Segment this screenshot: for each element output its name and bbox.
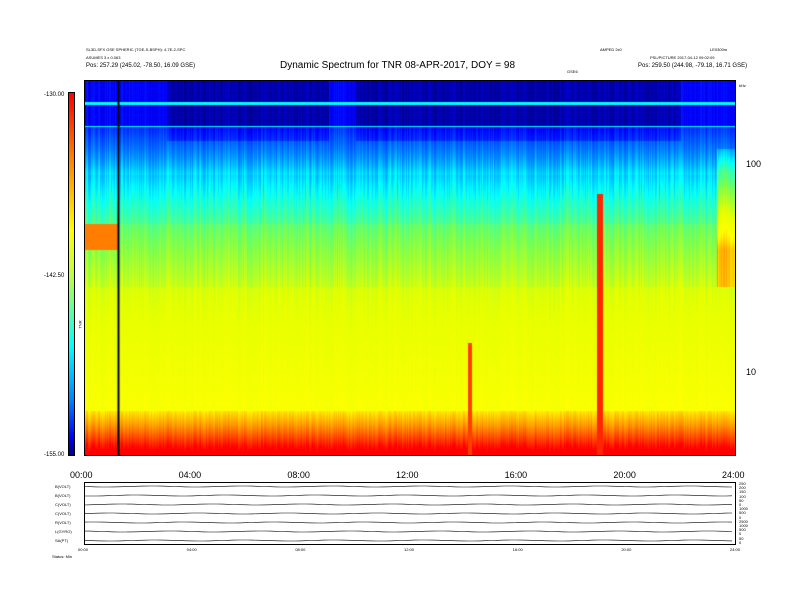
panel-trace	[84, 521, 733, 524]
status-footer: Status: Min	[52, 554, 73, 559]
panel-trace	[84, 530, 733, 533]
panel-right-tick: 1000	[739, 506, 748, 512]
panel-right-tick: 0	[739, 514, 742, 520]
colorbar-tick: -142.50	[44, 273, 65, 279]
panel-label: SA(PT)	[55, 538, 69, 543]
header-right-line1: AMPED 2x0	[600, 47, 622, 52]
colorbar-label: TNR	[77, 320, 83, 329]
x-tick-label: 20:00	[613, 470, 636, 480]
panel-trace	[84, 539, 733, 542]
panel-label: R(VOLT)	[55, 520, 71, 525]
x-tick-label: 16:00	[504, 470, 528, 480]
panel-right-tick: 500	[739, 510, 746, 516]
x-tick-label: 24:00	[722, 470, 745, 480]
x-tick-label: 00:00	[70, 470, 93, 480]
header-center-small: GSE6	[567, 69, 578, 74]
housekeeping-plot	[84, 482, 736, 545]
panel-label: C(VOLT)	[55, 511, 71, 516]
panel-right-tick: 0	[739, 531, 742, 537]
header-left-line1: SL3D-SFX GSE SPHERIC (TGE-S-BSPH): 4.7E-…	[86, 47, 186, 52]
colorbar-tick: -155.00	[44, 452, 65, 458]
panel-right-tick: 2500	[739, 518, 748, 524]
panel-label: B(VOLT)	[55, 484, 71, 489]
panel-x-tick: 12:00	[404, 547, 415, 552]
y-tick-label: 100	[746, 159, 762, 169]
chart-title: Dynamic Spectrum for TNR 08-APR-2017, DO…	[280, 60, 515, 71]
panel-right-tick: 500	[739, 527, 746, 533]
y-tick-label: 10	[746, 367, 757, 377]
panel-right-tick: 200	[739, 485, 746, 491]
panel-x-tick: 24:00	[730, 547, 741, 552]
y-unit-label: kHz	[739, 83, 746, 88]
panel-right-tick: 250	[739, 481, 746, 486]
panel-trace	[84, 494, 733, 497]
panel-label: C(VOLT)	[55, 502, 71, 507]
panel-right-tick: 150	[739, 489, 746, 495]
header-right-line4: Pos: 259.50 (244.98, -79.18, 16.71 GSE)	[638, 63, 748, 69]
header-left-line3: Pos: 257.29 (245.02, -78.50, 16.09 GSE)	[86, 63, 196, 69]
panel-trace	[84, 503, 733, 506]
panel-x-tick: 04:00	[186, 547, 197, 552]
x-tick-label: 08:00	[287, 470, 310, 480]
panel-right-tick: 0	[739, 502, 742, 507]
header-left-line2: ASUMES 3 x 0.063	[86, 55, 121, 60]
panel-right-tick: 1000	[739, 523, 748, 528]
panel-x-tick: 08:00	[295, 547, 306, 552]
colorbar	[68, 92, 75, 456]
colorbar-tick: -130.00	[44, 92, 65, 98]
panel-right-tick: 100	[739, 493, 746, 499]
x-tick-label: 12:00	[396, 470, 419, 480]
panel-right-tick: 50	[739, 497, 744, 503]
header-right-line2: LE0300m	[710, 47, 728, 52]
panel-x-tick: 20:00	[621, 547, 632, 552]
panel-x-tick: 16:00	[512, 547, 523, 552]
panel-right-tick: 50	[739, 535, 744, 541]
header-right-line3: PSL/PICTURE 2017-04-12 09:02:09	[650, 55, 715, 60]
panel-label: L(GYRO)	[55, 529, 72, 534]
dynamic-spectrum-heatmap	[84, 80, 736, 456]
panel-label: B(VOLT)	[55, 493, 71, 498]
housekeeping-panels	[84, 482, 736, 545]
spectrum-canvas	[85, 81, 735, 455]
x-tick-label: 04:00	[178, 470, 202, 480]
panel-trace	[84, 485, 733, 488]
panel-trace	[84, 512, 733, 515]
panel-right-tick: 0	[739, 539, 742, 545]
panel-x-tick: 00:00	[78, 547, 89, 552]
